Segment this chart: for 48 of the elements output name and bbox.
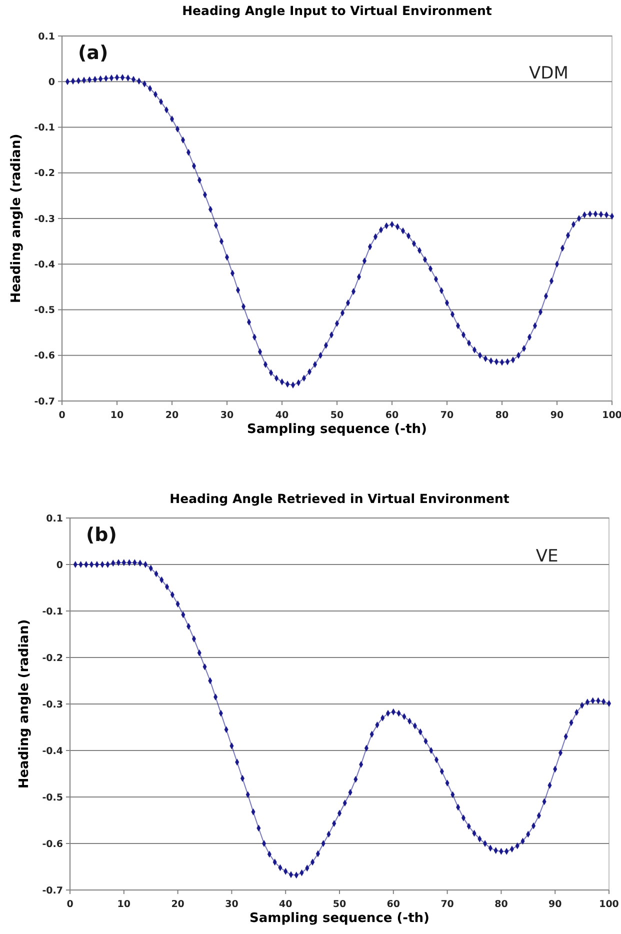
x-tick-label: 50 [332, 899, 346, 910]
x-tick-label: 60 [385, 410, 399, 421]
x-tick-label: 80 [494, 899, 508, 910]
x-tick-label: 30 [220, 410, 234, 421]
y-tick-label: -0.5 [42, 792, 63, 804]
x-tick-label: 50 [330, 410, 344, 421]
x-tick-label: 0 [66, 899, 74, 910]
y-tick-label: -0.3 [34, 214, 55, 225]
x-tick-label: 70 [440, 899, 454, 910]
y-axis-title: Heading angle (radian) [17, 619, 32, 789]
chart-title: Heading Angle Retrieved in Virtual Environment [170, 491, 510, 506]
x-tick-label: 40 [275, 410, 289, 421]
x-tick-label: 20 [171, 899, 185, 910]
x-tick-label: 90 [550, 410, 564, 421]
annotation: (b) [86, 524, 117, 546]
x-tick-label: 80 [495, 410, 509, 421]
annotation: VDM [529, 64, 568, 84]
y-tick-label: -0.7 [34, 396, 55, 408]
x-tick-label: 90 [548, 899, 562, 910]
y-tick-label: 0.1 [46, 513, 63, 524]
annotation: (a) [78, 42, 108, 64]
y-tick-label: -0.6 [42, 838, 64, 850]
x-tick-label: 20 [165, 410, 179, 421]
x-axis-title: Sampling sequence (-th) [250, 911, 430, 926]
y-tick-label: 0 [56, 560, 64, 571]
annotation: VE [536, 546, 558, 566]
x-tick-label: 40 [278, 899, 293, 910]
y-tick-label: 0.1 [38, 31, 55, 42]
y-tick-label: -0.5 [34, 305, 55, 316]
y-tick-label: -0.2 [42, 652, 63, 664]
x-tick-label: 60 [386, 899, 400, 910]
x-tick-label: 10 [117, 899, 131, 910]
y-tick-label: -0.4 [34, 259, 56, 270]
x-tick-label: 10 [110, 410, 124, 421]
x-tick-label: 100 [599, 899, 620, 910]
y-tick-label: -0.3 [42, 699, 63, 710]
y-tick-label: -0.1 [42, 606, 63, 618]
y-tick-label: -0.4 [42, 746, 64, 757]
y-axis-title: Heading angle (radian) [9, 134, 24, 304]
y-tick-label: -0.6 [34, 350, 56, 362]
x-tick-label: 70 [440, 410, 454, 421]
chart-title: Heading Angle Input to Virtual Environment [182, 3, 492, 18]
x-tick-label: 30 [225, 899, 239, 910]
y-tick-label: -0.2 [34, 168, 55, 180]
y-tick-label: 0 [48, 76, 56, 88]
y-tick-label: -0.1 [34, 122, 55, 134]
x-axis-title: Sampling sequence (-th) [247, 422, 427, 437]
y-tick-label: -0.7 [42, 885, 63, 896]
